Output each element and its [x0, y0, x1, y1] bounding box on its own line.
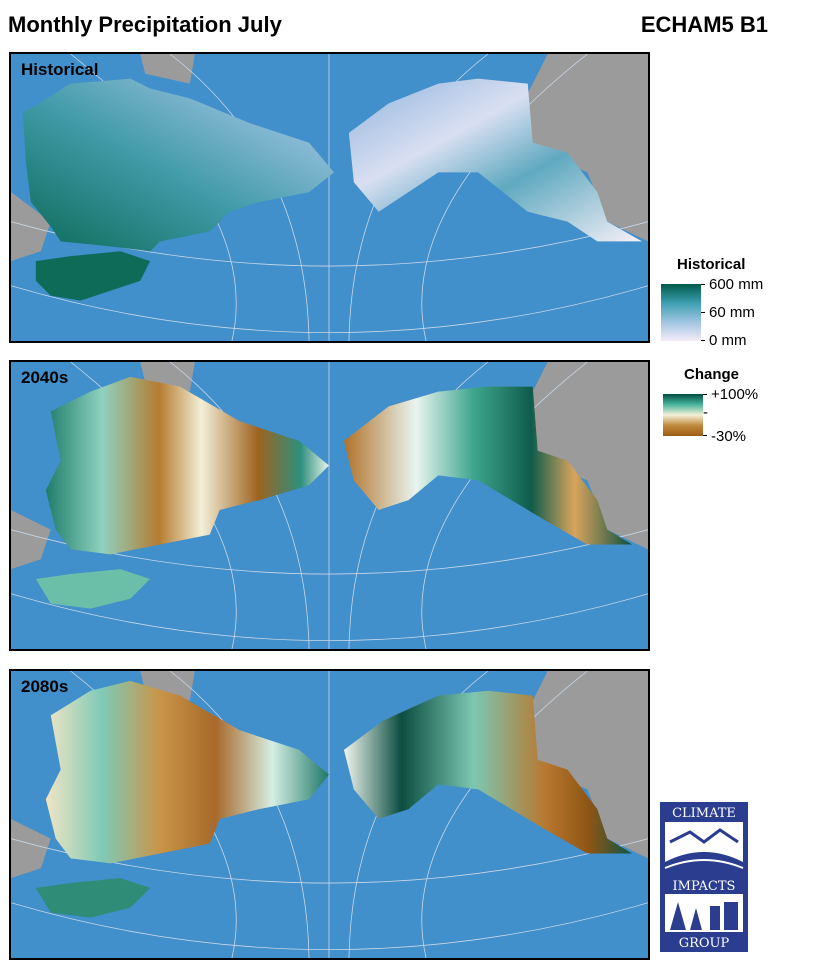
legend-change-title: Change — [684, 366, 740, 383]
grey-land-east — [527, 54, 648, 242]
map-panel-historical: Historical — [9, 52, 650, 343]
scenario-title: ECHAM5 B1 — [640, 12, 768, 37]
aleutians-historical — [35, 251, 151, 301]
change-map-2080s — [11, 671, 648, 958]
legend-historical-title: Historical — [677, 256, 746, 273]
map-panel-2040s: 2040s — [9, 360, 650, 651]
legend-tick — [701, 340, 705, 341]
map-panel-2080s: 2080s — [9, 669, 650, 960]
canada-historical — [348, 78, 643, 242]
panel-label-2080s: 2080s — [21, 677, 69, 696]
legend-historical-label-high: 600 mm — [709, 276, 764, 293]
alaska-historical — [22, 78, 334, 252]
legend-historical-label-low: 0 mm — [709, 332, 747, 349]
legend-historical-ramp — [661, 284, 701, 341]
legend-change-label-low: -30% — [711, 428, 747, 445]
grey-land-west — [11, 54, 195, 262]
map-title: Monthly Precipitation July — [8, 12, 282, 37]
logo-text-top: CLIMATE — [672, 806, 736, 821]
legend-tick — [703, 394, 707, 395]
climate-impacts-group-logo: CLIMATE IMPACTS GROUP — [660, 802, 748, 952]
legend-change-label-mid: - — [703, 404, 708, 421]
logo-text-bottom: GROUP — [679, 936, 730, 951]
legend-historical-label-mid: 60 mm — [709, 304, 755, 321]
panel-label-historical: Historical — [21, 60, 99, 79]
change-map-2040s — [11, 362, 648, 649]
panel-label-2040s: 2040s — [21, 368, 69, 387]
legend-tick — [701, 284, 705, 285]
historical-map — [11, 54, 648, 341]
legend-tick — [701, 312, 705, 313]
legend-change-ramp — [663, 394, 703, 436]
legend-tick — [703, 435, 707, 436]
legend-change-label-high: +100% — [711, 386, 759, 403]
logo-text-middle: IMPACTS — [673, 879, 736, 894]
